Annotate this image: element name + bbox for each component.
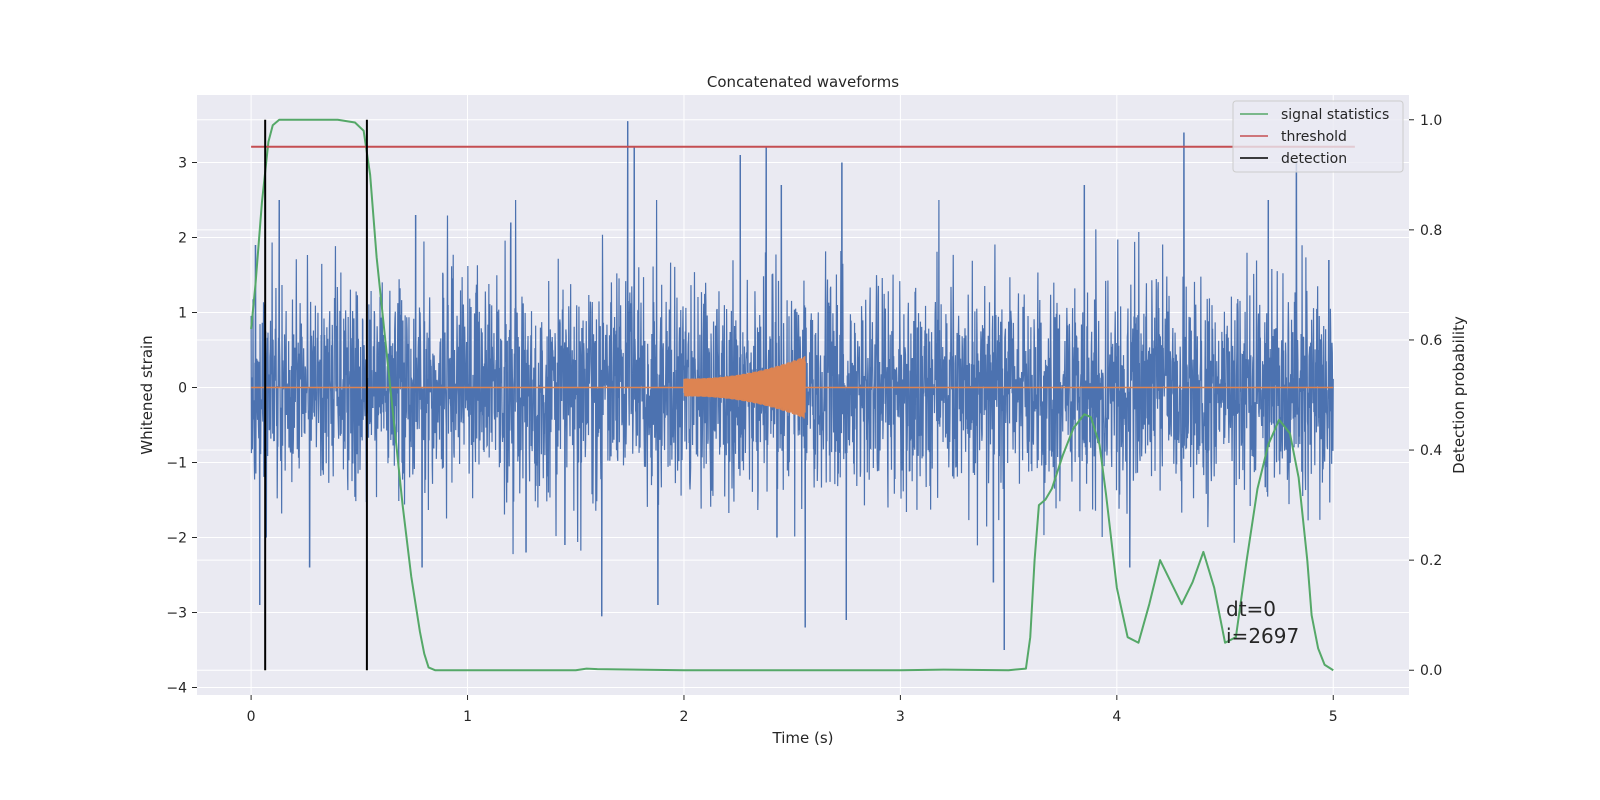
x-tick-label: 3: [896, 709, 905, 725]
x-tick-label: 1: [463, 709, 472, 725]
y-right-tick-label: 0.0: [1420, 663, 1442, 679]
y-tick-label: 0: [178, 381, 187, 397]
y-right-tick-label: 1.0: [1420, 113, 1442, 129]
x-tick-label: 0: [247, 709, 256, 725]
y-tick-label: −2: [166, 531, 187, 547]
y-tick-label: 2: [178, 231, 187, 247]
legend: signal statistics threshold detection: [1232, 100, 1404, 173]
x-axis-label: Time (s): [772, 729, 834, 747]
y-tick-label: −1: [166, 456, 187, 472]
x-tick-label: 4: [1112, 709, 1121, 725]
plot-data: [250, 118, 1355, 672]
y-right-tick-label: 0.2: [1420, 553, 1442, 569]
y-axis-right-label: Detection probability: [1450, 316, 1468, 474]
legend-label-threshold: threshold: [1281, 129, 1347, 145]
y-right-tick-label: 0.4: [1420, 443, 1442, 459]
legend-label-detection: detection: [1281, 151, 1347, 167]
axes: 0 1 2 3 4 5 −4 −3 −2 −1 0 1 2 3 0.0 0.2 0.4 0.6 0.8 1.0: [166, 113, 1442, 725]
y-right-tick-label: 0.6: [1420, 333, 1442, 349]
x-tick-label: 2: [680, 709, 689, 725]
y-axis-label: Whitened strain: [138, 335, 156, 454]
signal-statistics-line: [250, 118, 1334, 672]
annotation-index: i=2697: [1226, 624, 1299, 648]
x-tick-label: 5: [1329, 709, 1338, 725]
legend-box: [1232, 100, 1404, 173]
y-tick-label: −4: [166, 681, 187, 697]
y-right-tick-label: 0.8: [1420, 223, 1442, 239]
template-chirp: [683, 356, 806, 419]
y-tick-label: 1: [178, 306, 187, 322]
y-tick-label: 3: [178, 156, 187, 172]
y-tick-label: −3: [166, 606, 187, 622]
chart-title: Concatenated waveforms: [707, 73, 899, 91]
legend-label-signal-statistics: signal statistics: [1281, 107, 1389, 123]
annotation-dt: dt=0: [1226, 597, 1276, 621]
